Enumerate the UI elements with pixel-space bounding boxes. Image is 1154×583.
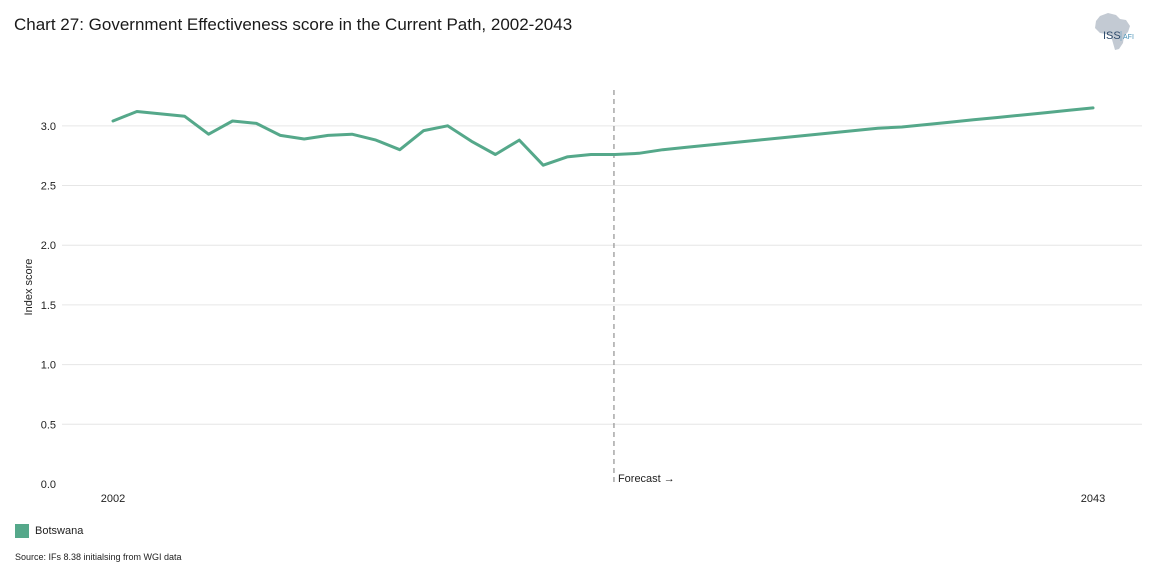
source-note: Source: IFs 8.38 initialsing from WGI da… — [15, 552, 182, 562]
legend-swatch — [15, 524, 29, 538]
y-tick-label: 2.0 — [41, 240, 56, 252]
y-tick-label: 3.0 — [41, 121, 56, 133]
series-line-botswana — [111, 106, 1095, 167]
series-lines — [111, 106, 1095, 167]
x-tick-label: 2043 — [1081, 493, 1105, 505]
iss-afi-logo: ISS AFI — [1095, 13, 1134, 50]
logo-brand: ISS — [1103, 30, 1121, 42]
legend: Botswana — [15, 524, 83, 538]
y-tick-label: 1.0 — [41, 360, 56, 372]
grid-lines — [62, 125, 1142, 425]
axes: 0.0 0.5 1.0 1.5 2.0 2.5 3.0 2002 2043 Index score — [23, 121, 1105, 505]
y-tick-label: 2.5 — [41, 181, 56, 193]
x-tick-label: 2002 — [101, 493, 125, 505]
y-tick-label: 0.0 — [41, 479, 56, 491]
chart-title: Chart 27: Government Effectiveness score… — [14, 15, 573, 34]
y-tick-label: 1.5 — [41, 300, 56, 312]
logo-sub: AFI — [1123, 34, 1134, 41]
y-axis-label: Index score — [23, 259, 35, 316]
forecast-label: Forecast → — [618, 473, 675, 485]
legend-label-botswana: Botswana — [35, 525, 84, 537]
y-tick-label: 0.5 — [41, 419, 56, 431]
